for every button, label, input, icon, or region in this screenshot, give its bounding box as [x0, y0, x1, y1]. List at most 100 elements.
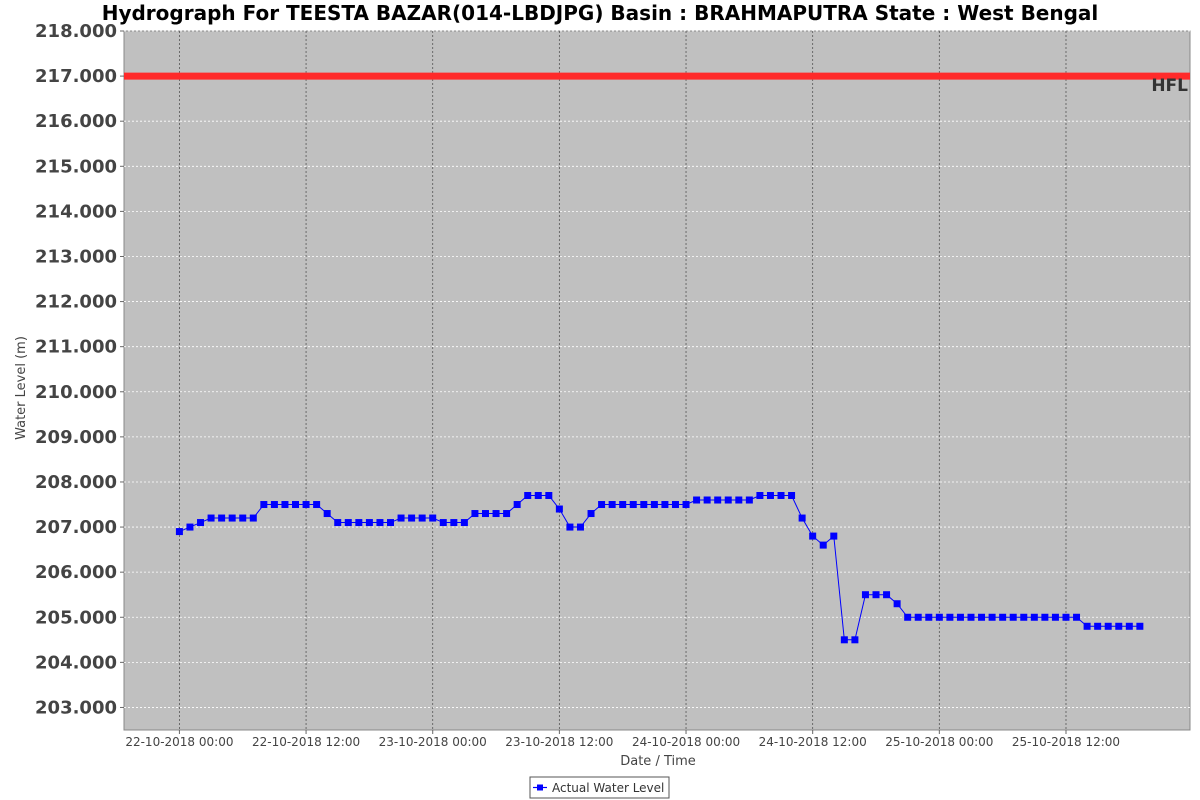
- data-point: [249, 514, 257, 522]
- x-tick-label: 24-10-2018 00:00: [632, 735, 740, 749]
- hfl-label: HFL: [1151, 76, 1188, 96]
- data-point: [387, 519, 394, 527]
- y-tick-label: 209.000: [35, 427, 117, 448]
- data-point: [344, 519, 352, 527]
- x-tick-label: 23-10-2018 00:00: [379, 735, 487, 749]
- y-tick-label: 206.000: [35, 562, 117, 583]
- data-point: [777, 491, 785, 499]
- data-point: [598, 501, 606, 509]
- data-point: [714, 496, 722, 504]
- data-point: [513, 501, 521, 509]
- data-point: [851, 636, 859, 644]
- data-point: [819, 541, 827, 549]
- data-point: [988, 613, 996, 621]
- data-point: [946, 613, 954, 621]
- y-tick-label: 218.000: [35, 21, 117, 42]
- data-point: [1041, 613, 1049, 621]
- y-tick-label: 203.000: [35, 697, 117, 718]
- x-tick-label: 24-10-2018 12:00: [759, 735, 867, 749]
- data-point: [629, 501, 637, 509]
- data-point: [925, 613, 933, 621]
- data-point: [418, 514, 426, 522]
- data-point: [999, 613, 1007, 621]
- y-tick-label: 212.000: [35, 292, 117, 313]
- y-tick-label: 210.000: [35, 382, 117, 403]
- data-point: [302, 501, 310, 509]
- data-point: [587, 510, 595, 518]
- x-tick-label: 22-10-2018 12:00: [252, 735, 360, 749]
- data-point: [1062, 613, 1070, 621]
- data-point: [1094, 622, 1102, 630]
- data-point: [524, 491, 532, 499]
- data-point: [619, 501, 627, 509]
- data-point: [355, 519, 363, 527]
- x-tick-label: 25-10-2018 00:00: [885, 735, 993, 749]
- data-point: [534, 491, 542, 499]
- data-point: [1009, 613, 1017, 621]
- data-point: [809, 532, 817, 540]
- data-point: [830, 532, 838, 540]
- data-point: [429, 514, 437, 522]
- data-point: [693, 496, 701, 504]
- y-tick-label: 215.000: [35, 156, 117, 177]
- data-point: [1020, 613, 1028, 621]
- data-point: [703, 496, 711, 504]
- y-tick-label: 205.000: [35, 607, 117, 628]
- x-tick-label: 22-10-2018 00:00: [125, 735, 233, 749]
- data-point: [914, 613, 922, 621]
- data-point: [260, 501, 268, 509]
- chart-title: Hydrograph For TEESTA BAZAR(014-LBDJPG) …: [102, 1, 1099, 25]
- data-point: [798, 514, 806, 522]
- data-point: [365, 519, 373, 527]
- y-tick-label: 216.000: [35, 111, 117, 132]
- x-tick-label: 23-10-2018 12:00: [505, 735, 613, 749]
- data-point: [883, 591, 891, 599]
- data-point: [682, 501, 690, 509]
- grid: [124, 30, 1190, 730]
- data-point: [323, 510, 331, 518]
- legend: Actual Water Level: [529, 776, 670, 799]
- data-point: [967, 613, 975, 621]
- legend-marker: [537, 784, 543, 791]
- data-point: [671, 501, 679, 509]
- legend-label: Actual Water Level: [552, 781, 664, 795]
- data-point: [439, 519, 447, 527]
- data-point: [397, 514, 405, 522]
- data-point: [481, 510, 489, 518]
- data-point: [1051, 613, 1059, 621]
- data-point: [756, 491, 764, 499]
- data-point: [460, 519, 468, 527]
- data-point: [334, 519, 342, 527]
- data-point: [650, 501, 658, 509]
- y-tick-label: 211.000: [35, 337, 117, 358]
- data-point: [640, 501, 648, 509]
- data-point: [1115, 622, 1123, 630]
- data-point: [566, 523, 574, 531]
- data-point: [1073, 613, 1081, 621]
- data-point: [186, 523, 194, 531]
- data-point: [270, 501, 278, 509]
- data-point: [935, 613, 943, 621]
- x-axis-ticks: 22-10-2018 00:00 22-10-2018 12:00 23-10-20…: [125, 730, 1120, 749]
- y-tick-label: 208.000: [35, 472, 117, 493]
- data-point: [724, 496, 732, 504]
- data-point: [545, 491, 553, 499]
- data-point: [313, 501, 321, 509]
- reference-lines: HFL: [124, 72, 1190, 96]
- data-point: [281, 501, 289, 509]
- data-point: [228, 514, 236, 522]
- data-point: [904, 613, 912, 621]
- y-axis-ticks: 203.000 204.000 205.000 206.000 207.000 208.0…: [35, 21, 124, 718]
- data-point: [503, 510, 511, 518]
- data-point: [218, 514, 226, 522]
- y-tick-label: 214.000: [35, 201, 117, 222]
- y-tick-label: 217.000: [35, 66, 117, 87]
- data-point: [1083, 622, 1091, 630]
- data-point: [471, 510, 479, 518]
- y-axis-label: Water Level (m): [14, 336, 29, 440]
- plot-area: [123, 30, 1191, 731]
- data-point: [745, 496, 753, 504]
- data-point: [292, 501, 300, 509]
- series-layer: [175, 491, 1144, 644]
